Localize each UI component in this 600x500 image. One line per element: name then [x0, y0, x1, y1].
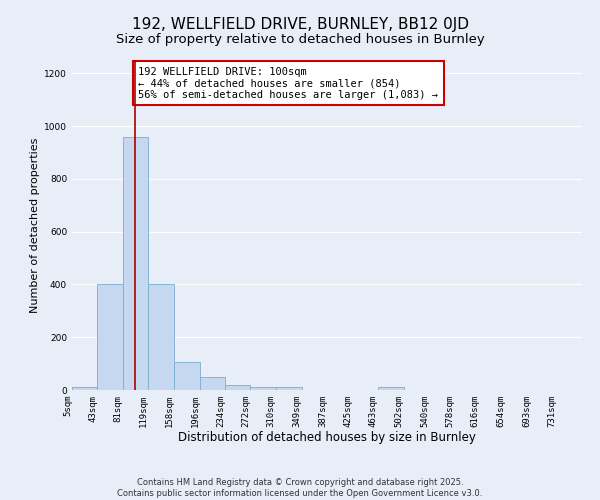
Y-axis label: Number of detached properties: Number of detached properties: [30, 138, 40, 312]
Bar: [123, 136, 148, 390]
Bar: [250, 388, 275, 390]
Text: 192 WELLFIELD DRIVE: 100sqm
← 44% of detached houses are smaller (854)
56% of se: 192 WELLFIELD DRIVE: 100sqm ← 44% of det…: [139, 66, 438, 100]
X-axis label: Distribution of detached houses by size in Burnley: Distribution of detached houses by size …: [178, 432, 476, 444]
Text: Contains HM Land Registry data © Crown copyright and database right 2025.
Contai: Contains HM Land Registry data © Crown c…: [118, 478, 482, 498]
Bar: [148, 284, 174, 390]
Bar: [174, 362, 200, 390]
Bar: [275, 388, 302, 390]
Bar: [199, 377, 225, 390]
Text: Size of property relative to detached houses in Burnley: Size of property relative to detached ho…: [116, 32, 484, 46]
Bar: [97, 284, 123, 390]
Bar: [72, 388, 97, 390]
Bar: [378, 388, 404, 390]
Text: 192, WELLFIELD DRIVE, BURNLEY, BB12 0JD: 192, WELLFIELD DRIVE, BURNLEY, BB12 0JD: [131, 18, 469, 32]
Bar: [225, 384, 250, 390]
